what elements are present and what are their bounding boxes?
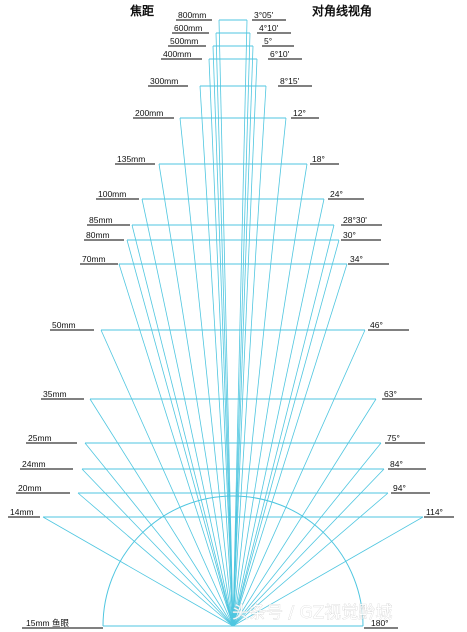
focal-label: 300mm	[150, 76, 178, 86]
focal-label: 135mm	[117, 154, 145, 164]
fov-ray-left	[208, 58, 234, 627]
fov-ray-right	[232, 442, 382, 627]
focal-label: 80mm	[86, 230, 110, 240]
angle-label: 114°	[426, 507, 443, 517]
angle-label: 30°	[343, 230, 356, 240]
angle-label: 63°	[384, 389, 397, 399]
focal-label: 25mm	[28, 433, 52, 443]
fov-ray-left	[218, 19, 234, 627]
fov-ray-left	[126, 239, 234, 627]
angle-label: 84°	[390, 459, 403, 469]
fov-ray-right	[232, 516, 424, 627]
fov-ray-left	[131, 224, 234, 627]
angle-label: 5°	[264, 36, 272, 46]
fov-ray-right	[232, 163, 308, 627]
fov-ray-left	[84, 442, 234, 627]
angle-label: 8°15'	[280, 76, 300, 86]
fov-ray-right	[232, 19, 248, 627]
fov-ray-left	[42, 516, 234, 627]
focal-label: 14mm	[10, 507, 34, 517]
fov-ray-right	[232, 239, 340, 627]
focal-length-header: 焦距	[129, 3, 154, 18]
angle-label: 75°	[387, 433, 400, 443]
fov-ray-right	[232, 198, 325, 627]
fov-ray-left	[118, 263, 234, 627]
fov-ray-left	[77, 492, 234, 627]
fov-ray-right	[232, 45, 254, 627]
fov-ray-left	[179, 117, 234, 627]
fov-ray-left	[158, 163, 234, 627]
fov-ray-left	[100, 329, 234, 627]
focal-label: 15mm 鱼眼	[26, 618, 69, 628]
focal-label: 600mm	[174, 23, 202, 33]
angle-label: 46°	[370, 320, 383, 330]
fov-ray-right	[232, 58, 258, 627]
focal-label: 800mm	[178, 10, 206, 20]
fov-ray-right	[232, 492, 389, 627]
fov-ray-right	[232, 468, 385, 627]
fov-ray-right	[232, 398, 377, 627]
angle-label: 28°30'	[343, 215, 367, 225]
angle-of-view-header: 对角线视角	[312, 3, 372, 18]
focal-label: 70mm	[82, 254, 106, 264]
focal-label: 35mm	[43, 389, 67, 399]
watermark: 头条号 / GZ视觉黔城	[232, 603, 392, 623]
lens-group: 800mm 3°05' 600mm 4°10' 500mm 5° 400mm 6°10' 300…	[8, 10, 454, 629]
fov-ray-left	[141, 198, 234, 627]
angle-label: 180°	[371, 618, 389, 628]
angle-label: 6°10'	[270, 49, 290, 59]
fov-ray-right	[232, 329, 366, 627]
angle-label: 94°	[393, 483, 406, 493]
focal-label: 50mm	[52, 320, 76, 330]
angle-label: 18°	[312, 154, 325, 164]
fov-ray-left	[89, 398, 234, 627]
angle-label: 24°	[330, 189, 343, 199]
focal-label: 200mm	[135, 108, 163, 118]
fov-ray-left	[199, 85, 234, 627]
fov-ray-right	[232, 85, 267, 627]
focal-label: 100mm	[98, 189, 126, 199]
fov-ray-right	[232, 117, 287, 627]
angle-label: 3°05'	[254, 10, 274, 20]
fisheye-arc	[102, 495, 364, 627]
fov-ray-right	[232, 224, 335, 627]
fov-ray-left	[81, 468, 234, 627]
focal-label: 500mm	[170, 36, 198, 46]
focal-label: 24mm	[22, 459, 46, 469]
focal-label: 400mm	[163, 49, 191, 59]
fov-ray-left	[212, 45, 234, 627]
focal-label: 85mm	[89, 215, 113, 225]
angle-label: 4°10'	[259, 23, 279, 33]
fov-ray-right	[232, 263, 348, 627]
angle-label: 34°	[350, 254, 363, 264]
angle-label: 12°	[293, 108, 306, 118]
focal-label: 20mm	[18, 483, 42, 493]
